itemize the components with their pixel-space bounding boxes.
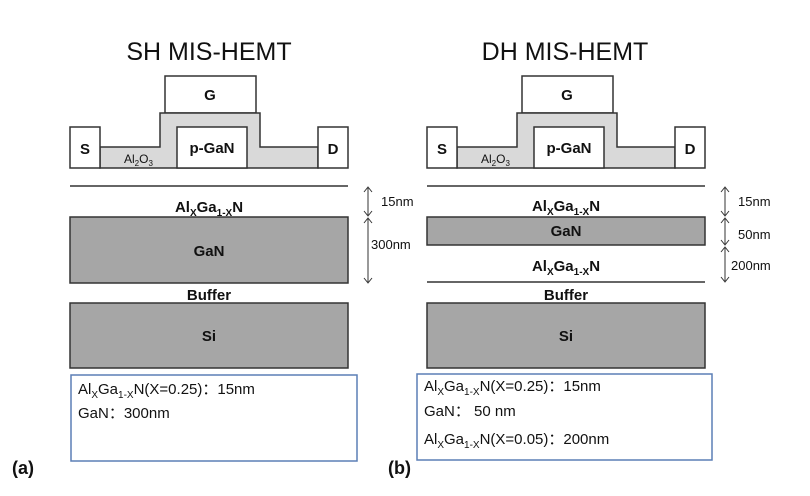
panel-a-legend-line-2: GaN：300nm — [78, 405, 170, 422]
panel-a-source-label: S — [80, 141, 90, 158]
panel-a-p-gan-label: p-GaN — [190, 140, 235, 157]
panel-b-label: (b) — [388, 458, 411, 478]
panel-b-gate-label: G — [561, 87, 573, 104]
panel-b-dim-barrier: 15nm — [738, 194, 771, 209]
panel-b-dimension-arrows — [720, 186, 730, 283]
panel-a-source-contact — [69, 126, 101, 169]
panel-b-p-gan-cap — [533, 126, 605, 169]
panel-a-dielectric-label: Al2O3 — [124, 152, 153, 168]
panel-b-si-substrate — [426, 302, 706, 369]
panel-a-drain-contact — [317, 126, 349, 169]
panel-b-dim-gan: 50nm — [738, 227, 771, 242]
panel-b-drain-contact — [674, 126, 706, 169]
panel-b-legend-line-2: GaN： 50 nm — [424, 403, 516, 420]
panel-b-si-label: Si — [559, 328, 573, 345]
panel-a-gan-channel-layer — [69, 216, 349, 284]
panel-b-gan-channel-layer — [426, 216, 706, 246]
panel-a-gate-electrode — [164, 75, 257, 114]
panel-a-label: (a) — [12, 458, 34, 478]
panel-b-drain-label: D — [685, 141, 696, 158]
panel-b-legend-line-3: AlXGa1-XN(X=0.05)：200nm — [424, 431, 609, 451]
panel-a-gan-label: GaN — [194, 243, 225, 260]
panel-b-buffer-label: Buffer — [544, 287, 588, 304]
panel-a: SH MIS-HEMT G p-GaN S D Al2O3 AlXGa1-XN … — [12, 38, 414, 478]
panel-a-barrier-label: AlXGa1-XN — [175, 199, 243, 219]
panel-b-back-barrier-label: AlXGa1-XN — [532, 258, 600, 278]
panel-b-title: DH MIS-HEMT — [482, 38, 649, 66]
panel-b-source-contact — [426, 126, 458, 169]
panel-a-legend-line-1: AlXGa1-XN(X=0.25)：15nm — [78, 381, 255, 401]
panel-a-si-label: Si — [202, 328, 216, 345]
panel-a-dim-barrier: 15nm — [381, 194, 414, 209]
panel-a-dim-gan: 300nm — [371, 237, 411, 252]
panel-a-legend-box — [70, 374, 358, 462]
panel-a-drain-label: D — [328, 141, 339, 158]
panel-a-si-substrate — [69, 302, 349, 369]
panel-b-dielectric-label: Al2O3 — [481, 152, 510, 168]
panel-b-p-gan-label: p-GaN — [547, 140, 592, 157]
panel-a-buffer-label: Buffer — [187, 287, 231, 304]
panel-a-gate-label: G — [204, 87, 216, 104]
panel-b-legend-box — [416, 373, 713, 461]
panel-b-barrier-label: AlXGa1-XN — [532, 198, 600, 218]
panel-a-title: SH MIS-HEMT — [126, 38, 291, 66]
panel-b-dim-back-barrier: 200nm — [731, 258, 771, 273]
panel-a-dimension-arrows — [363, 186, 373, 284]
panel-b: DH MIS-HEMT G p-GaN S D Al2O3 AlXGa1-XN … — [388, 38, 771, 478]
panel-b-gan-label: GaN — [551, 223, 582, 240]
panel-b-source-label: S — [437, 141, 447, 158]
panel-b-legend-line-1: AlXGa1-XN(X=0.25)：15nm — [424, 378, 601, 398]
panel-a-p-gan-cap — [176, 126, 248, 169]
